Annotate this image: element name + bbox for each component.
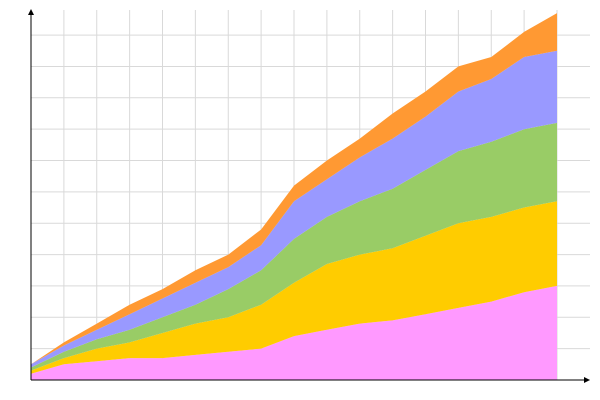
x-axis-arrowhead bbox=[584, 377, 590, 383]
area-series-1 bbox=[31, 285, 557, 380]
y-axis-arrowhead bbox=[28, 9, 34, 15]
area-series-group bbox=[31, 13, 557, 380]
area-series-4 bbox=[31, 50, 557, 368]
area-series-3 bbox=[31, 122, 557, 371]
area-series-2 bbox=[31, 201, 557, 374]
area-series-5 bbox=[31, 13, 557, 365]
axes bbox=[28, 9, 590, 383]
